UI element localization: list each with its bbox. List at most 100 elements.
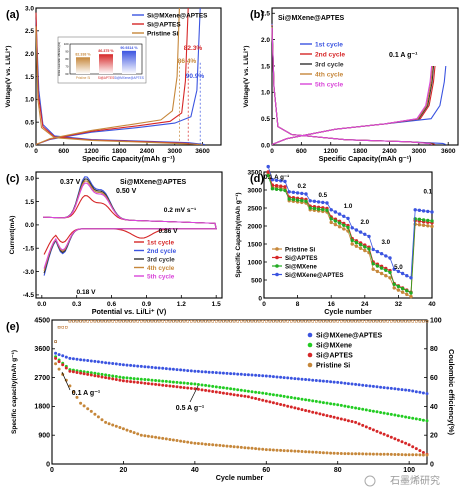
- rate-point: [363, 248, 367, 253]
- y-tick-label: 3000: [248, 187, 263, 194]
- capacity-point: [154, 379, 158, 382]
- capacity-point: [418, 449, 422, 453]
- rate-point: [312, 199, 317, 203]
- capacity-point: [254, 397, 258, 400]
- capacity-point: [307, 378, 311, 382]
- ce-point: [407, 320, 411, 323]
- ce-point: [297, 320, 300, 323]
- rate-point: [413, 208, 417, 212]
- capacity-point: [275, 393, 279, 397]
- capacity-point: [118, 375, 122, 379]
- capacity-point: [321, 379, 325, 383]
- capacity-point: [314, 450, 318, 454]
- ce-point: [375, 320, 379, 323]
- legend-marker: [307, 342, 313, 348]
- rate-point: [329, 217, 333, 221]
- y-tick-label: 1.5: [25, 199, 34, 206]
- capacity-point: [214, 390, 218, 394]
- y-axis-label: Voltage(V vs. Li/Li⁺): [243, 46, 250, 108]
- capacity-point: [96, 360, 100, 364]
- capacity-point: [264, 448, 268, 452]
- ce-point: [265, 320, 268, 323]
- capacity-point: [386, 412, 390, 416]
- rate-point: [379, 271, 384, 276]
- ce-point: [65, 326, 68, 329]
- capacity-point: [275, 402, 279, 406]
- capacity-point: [214, 371, 218, 375]
- legend-label: 3rd cycle: [147, 257, 175, 264]
- ce-point: [425, 320, 429, 323]
- y-tick-label: 1500: [248, 241, 263, 248]
- capacity-point: [286, 449, 290, 453]
- capacity-point: [421, 453, 425, 457]
- ce-point: [182, 320, 186, 323]
- rate-point: [325, 201, 329, 205]
- capacity-point: [368, 409, 372, 413]
- capacity-point: [161, 379, 165, 383]
- ce-point: [179, 320, 182, 323]
- capacity-point: [382, 411, 386, 415]
- ce-point: [225, 320, 229, 323]
- y-tick-label: 1800: [34, 404, 50, 411]
- discharge-curve: [35, 12, 198, 146]
- capacity-point: [229, 387, 233, 391]
- capacity-point: [254, 390, 258, 394]
- x-axis-label: Cycle number: [216, 473, 264, 482]
- ce-point: [68, 320, 72, 323]
- capacity-point: [79, 358, 83, 362]
- capacity-point: [89, 373, 93, 377]
- rate-point: [396, 284, 401, 289]
- x-tick-label: 0.9: [142, 301, 151, 308]
- capacity-point: [329, 402, 333, 406]
- ce-point: [365, 320, 368, 323]
- rate-point: [342, 223, 346, 227]
- capacity-point: [218, 391, 222, 394]
- capacity-point: [64, 366, 68, 370]
- capacity-point: [389, 412, 393, 416]
- capacity-point: [375, 429, 379, 433]
- ce-point: [168, 320, 172, 323]
- rate-point: [396, 288, 401, 292]
- capacity-point: [393, 437, 397, 441]
- ce-point: [154, 320, 157, 323]
- rate-point: [375, 249, 380, 254]
- capacity-point: [229, 372, 233, 376]
- rate-point: [270, 178, 275, 182]
- capacity-point: [304, 398, 308, 402]
- capacity-point: [311, 399, 315, 403]
- capacity-point: [268, 400, 272, 404]
- inset-bar-value: 82.338 %: [75, 52, 91, 56]
- x-tick-label: 80: [334, 467, 342, 474]
- rate-point: [312, 206, 317, 211]
- capacity-point: [100, 372, 104, 376]
- ce-point: [361, 320, 364, 323]
- capacity-point: [196, 442, 200, 445]
- capacity-point: [336, 380, 340, 384]
- capacity-point: [154, 435, 158, 439]
- rate-point: [363, 245, 367, 249]
- rate-point: [325, 208, 329, 212]
- capacity-point: [179, 368, 183, 372]
- capacity-point: [200, 383, 204, 387]
- capacity-point: [325, 414, 329, 418]
- ce-point: [390, 320, 393, 323]
- cv-annotation: 0.2 mV s⁻¹: [164, 207, 196, 214]
- rate-annotation: 0.5 A g⁻¹: [176, 405, 205, 412]
- capacity-point: [314, 411, 318, 415]
- capacity-point: [89, 409, 93, 413]
- capacity-point: [246, 389, 250, 393]
- capacity-point: [232, 372, 236, 376]
- ce-point: [107, 320, 111, 323]
- ce-point: [136, 320, 139, 323]
- ce-point: [293, 320, 297, 323]
- rate-point: [346, 225, 350, 230]
- ce-point: [111, 320, 114, 323]
- capacity-point: [204, 442, 208, 446]
- rate-point: [283, 179, 287, 184]
- ce-point: [379, 320, 382, 323]
- capacity-point: [268, 392, 272, 396]
- y-tick-label: 3.0: [25, 176, 34, 183]
- watermark-logo: [364, 475, 376, 487]
- ce-point: [415, 320, 418, 323]
- capacity-point: [336, 451, 340, 455]
